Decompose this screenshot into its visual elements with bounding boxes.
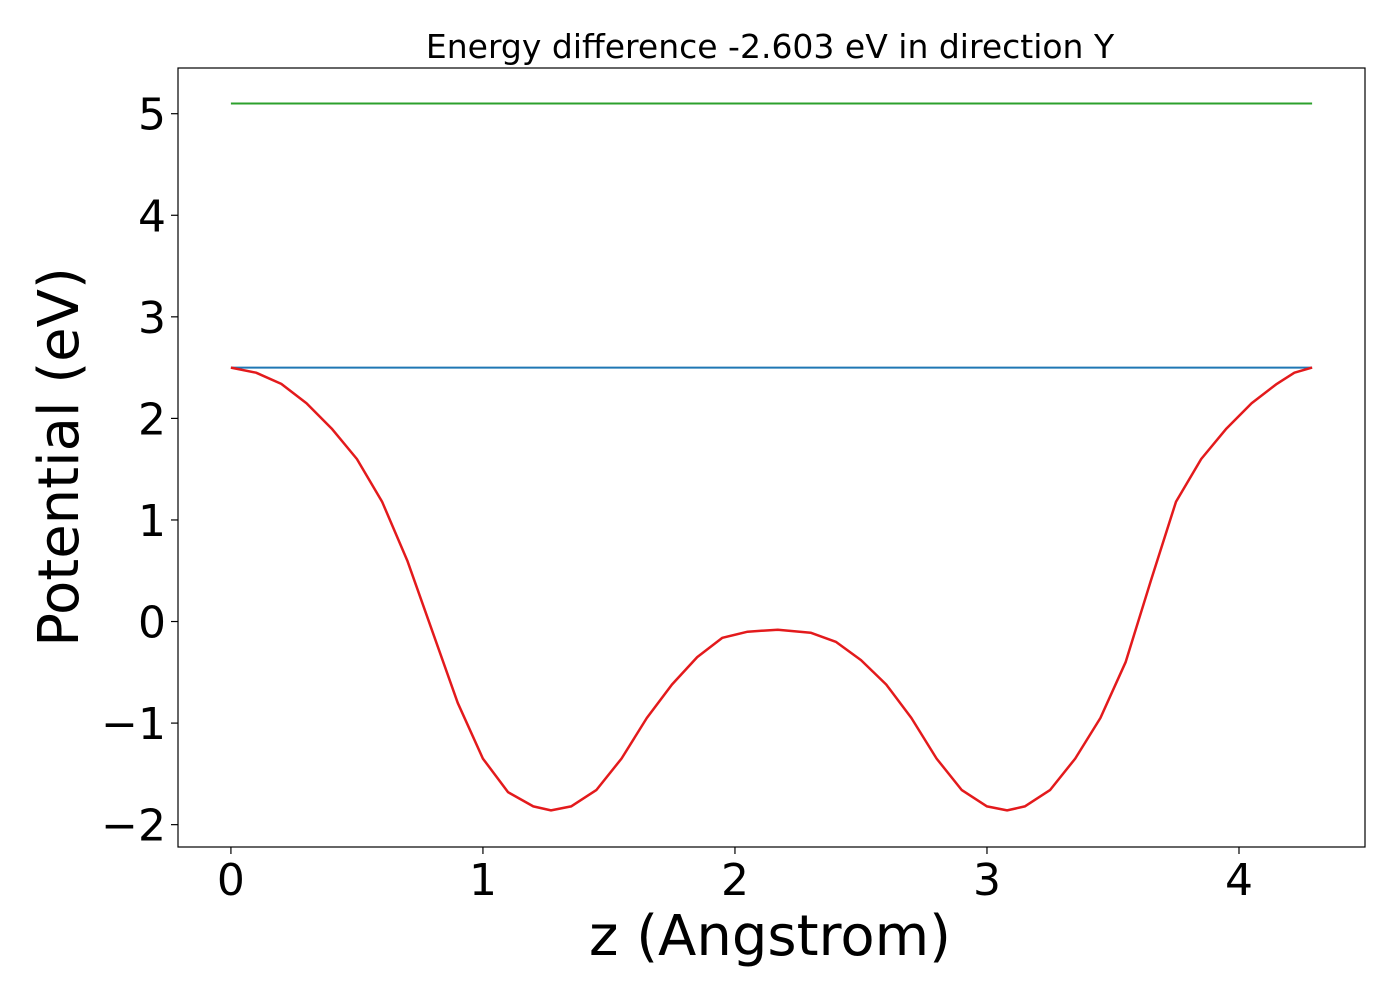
x-tick-label: 0 (217, 855, 245, 906)
x-axis-label: z (Angstrom) (589, 904, 951, 969)
y-tick-label: 0 (138, 598, 166, 649)
y-tick-label: 1 (138, 496, 166, 547)
y-tick-label: 4 (138, 191, 166, 242)
y-axis: −2 −1 0 1 2 3 4 5 (101, 90, 178, 852)
y-tick-label: −2 (101, 801, 166, 852)
x-tick-label: 3 (973, 855, 1001, 906)
x-tick-label: 4 (1225, 855, 1253, 906)
plot-lines (230, 102, 1313, 812)
y-tick-label: 3 (138, 293, 166, 344)
x-tick-label: 2 (721, 855, 749, 906)
y-tick-label: −1 (101, 699, 166, 750)
y-tick-label: 5 (138, 90, 166, 141)
y-tick-label: 2 (138, 394, 166, 445)
y-axis-label: Potential (eV) (27, 267, 92, 647)
x-axis: 0 1 2 3 4 (217, 847, 1253, 906)
series-line-2 (230, 366, 1313, 812)
chart-title: Energy difference -2.603 eV in direction… (426, 27, 1115, 66)
plot-frame (177, 67, 1366, 848)
x-tick-label: 1 (469, 855, 497, 906)
